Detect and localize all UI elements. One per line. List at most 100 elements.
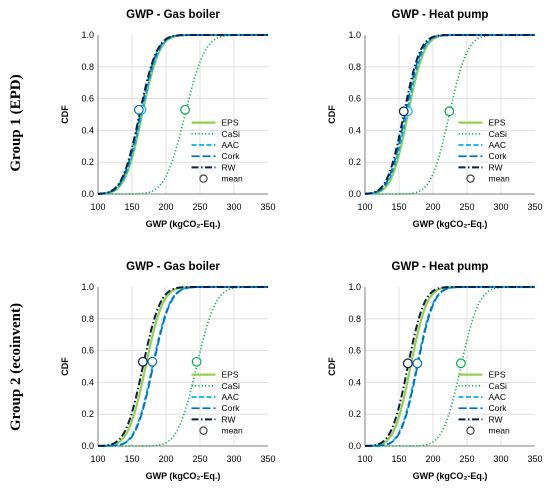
legend-label-cork: Cork [222, 151, 241, 161]
y-tick-label: 1.0 [81, 282, 94, 292]
y-tick-label: 0.6 [81, 346, 94, 356]
x-tick-label: 250 [192, 454, 207, 464]
legend-label-cork: Cork [489, 151, 508, 161]
series-line-casi [365, 286, 535, 447]
x-tick-label: 100 [357, 202, 372, 212]
y-tick-label: 0.6 [348, 94, 361, 104]
legend-label-casi: CaSi [222, 129, 241, 139]
x-axis-label: GWP (kgCO₂-Eq.) [146, 471, 221, 481]
x-tick-label: 250 [192, 202, 207, 212]
mean-marker-rw [398, 106, 409, 117]
mean-marker-cork [412, 358, 423, 369]
cdf-panel-2: 100 150 200 250 300 350 0.0 0.2 0.4 0.6 0.8 1.0 GWP … [327, 9, 543, 229]
x-tick-label: 350 [527, 202, 542, 212]
y-axis-label: CDF [327, 105, 337, 124]
series-line-eps [364, 285, 535, 448]
cdf-panel-1: 100 150 200 250 300 350 0.0 0.2 0.4 0.6 0.8 1.0 GWP … [60, 9, 276, 229]
legend-label-aac: AAC [489, 392, 506, 402]
y-tick-label: 0.0 [348, 189, 361, 199]
y-tick-label: 0.4 [348, 125, 361, 135]
panel-title: GWP - Gas boiler [126, 261, 220, 273]
panel-title: GWP - Gas boiler [126, 9, 220, 21]
series-line-casi [365, 34, 535, 195]
mean-marker-rw [402, 358, 413, 369]
y-tick-label: 0.0 [348, 441, 361, 451]
y-axis-label: CDF [327, 357, 337, 376]
x-tick-label: 300 [493, 454, 508, 464]
mean-marker-cork [133, 104, 144, 115]
legend-label-eps: EPS [222, 118, 239, 128]
y-axis-label: CDF [60, 357, 70, 376]
x-tick-label: 350 [527, 454, 542, 464]
series-line-casi [98, 286, 268, 447]
y-tick-label: 0.8 [348, 314, 361, 324]
x-tick-label: 150 [124, 454, 139, 464]
x-tick-label: 350 [260, 202, 275, 212]
legend-label-mean: mean [222, 426, 244, 436]
x-axis-label: GWP (kgCO₂-Eq.) [146, 219, 221, 229]
x-axis-label: GWP (kgCO₂-Eq.) [413, 471, 488, 481]
cdf-panel-3: 100 150 200 250 300 350 0.0 0.2 0.4 0.6 0.8 1.0 GWP … [60, 261, 276, 481]
series-line-rw [97, 34, 268, 195]
x-tick-label: 250 [459, 454, 474, 464]
legend-label-aac: AAC [222, 140, 239, 150]
y-tick-label: 0.8 [81, 62, 94, 72]
legend-label-casi: CaSi [489, 381, 508, 391]
mean-marker-casi [455, 358, 466, 369]
panel-title: GWP - Heat pump [392, 261, 489, 273]
x-tick-label: 150 [391, 202, 406, 212]
cdf-panel-4: 100 150 200 250 300 350 0.0 0.2 0.4 0.6 0.8 1.0 GWP … [327, 261, 543, 481]
y-tick-label: 0.0 [81, 189, 94, 199]
series-line-aac [365, 286, 535, 447]
x-tick-label: 300 [226, 202, 241, 212]
series-line-cork [364, 286, 535, 447]
mean-marker-cork [147, 356, 158, 367]
panel-title: GWP - Heat pump [392, 9, 489, 21]
legend-label-aac: AAC [489, 140, 506, 150]
x-tick-label: 150 [124, 202, 139, 212]
legend-label-rw: RW [489, 162, 503, 172]
legend-label-eps: EPS [489, 118, 506, 128]
x-tick-label: 150 [391, 454, 406, 464]
series-line-rw [97, 286, 268, 447]
y-axis-label: CDF [60, 105, 70, 124]
series-line-cork [97, 34, 268, 195]
legend-label-mean: mean [489, 426, 511, 436]
x-axis-label: GWP (kgCO₂-Eq.) [413, 219, 488, 229]
x-tick-label: 350 [260, 454, 275, 464]
x-tick-label: 100 [90, 454, 105, 464]
x-tick-label: 200 [425, 454, 440, 464]
x-tick-label: 100 [90, 202, 105, 212]
y-tick-label: 0.4 [81, 377, 94, 387]
mean-marker-casi [180, 104, 190, 115]
y-tick-label: 1.0 [348, 282, 361, 292]
y-tick-label: 0.8 [81, 314, 94, 324]
legend-label-cork: Cork [222, 403, 241, 413]
legend-swatch-mean [466, 174, 475, 183]
legend-label-casi: CaSi [222, 381, 241, 391]
legend-swatch-mean [466, 426, 475, 435]
y-tick-label: 0.8 [348, 62, 361, 72]
x-tick-label: 300 [493, 202, 508, 212]
y-tick-label: 0.2 [81, 409, 94, 419]
legend-swatch-mean [199, 174, 208, 183]
series-line-casi [98, 34, 268, 195]
row-label-group-2: Group 2 (ecoinvent) [8, 303, 24, 431]
y-tick-label: 1.0 [348, 30, 361, 40]
x-tick-label: 100 [357, 454, 372, 464]
legend-label-casi: CaSi [489, 129, 508, 139]
legend-label-rw: RW [489, 414, 503, 424]
legend-label-mean: mean [489, 174, 511, 184]
legend-swatch-mean [199, 426, 208, 435]
series-line-eps [98, 285, 268, 448]
mean-marker-casi [191, 356, 202, 367]
legend-label-aac: AAC [222, 392, 239, 402]
legend-label-eps: EPS [222, 370, 239, 380]
series-line-cork [97, 286, 268, 447]
y-tick-label: 0.2 [348, 409, 361, 419]
legend-label-rw: RW [222, 414, 236, 424]
x-tick-label: 300 [226, 454, 241, 464]
series-line-aac [97, 34, 268, 195]
x-tick-label: 250 [459, 202, 474, 212]
